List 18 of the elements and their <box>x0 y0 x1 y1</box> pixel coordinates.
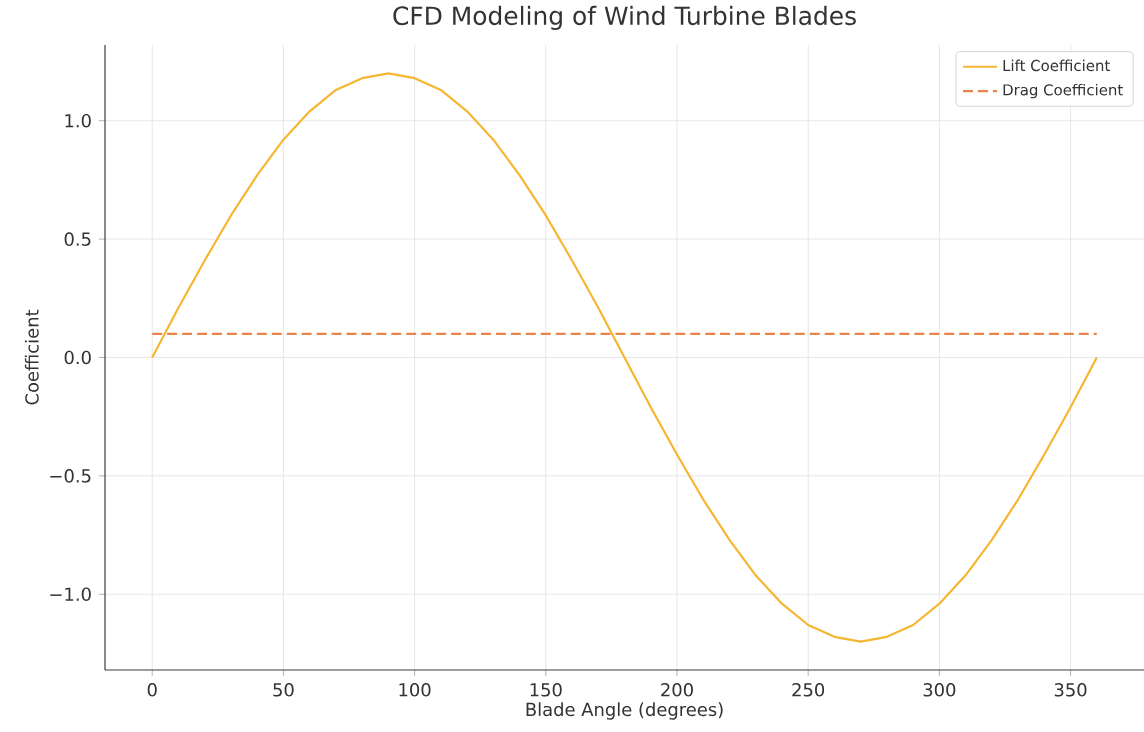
legend-label: Lift Coefficient <box>1003 59 1110 72</box>
chart-title: CFD Modeling of Wind Turbine Blades <box>393 5 856 30</box>
legend-label: Drag Coefficient <box>1003 83 1123 99</box>
y-tick-label: 1.0 <box>65 113 91 128</box>
x-axis-title: Blade Angle (degrees) <box>526 702 723 720</box>
x-tick-label: 50 <box>273 683 294 697</box>
x-tick-label: 150 <box>530 683 562 697</box>
y-tick-label: 0.5 <box>64 232 91 246</box>
x-tick-label: 0 <box>147 683 157 697</box>
y-tick-label: −0.5 <box>50 469 91 483</box>
x-tick-label: 350 <box>1054 683 1087 697</box>
x-tick-label: 200 <box>661 683 693 697</box>
y-axis-title: Coefficient <box>24 309 39 405</box>
x-tick-label: 300 <box>923 683 956 697</box>
x-tick-label: 100 <box>399 683 431 697</box>
y-tick-label: 0.0 <box>64 350 91 365</box>
y-tick-label: −1.0 <box>50 587 91 602</box>
x-tick-label: 250 <box>792 683 825 697</box>
